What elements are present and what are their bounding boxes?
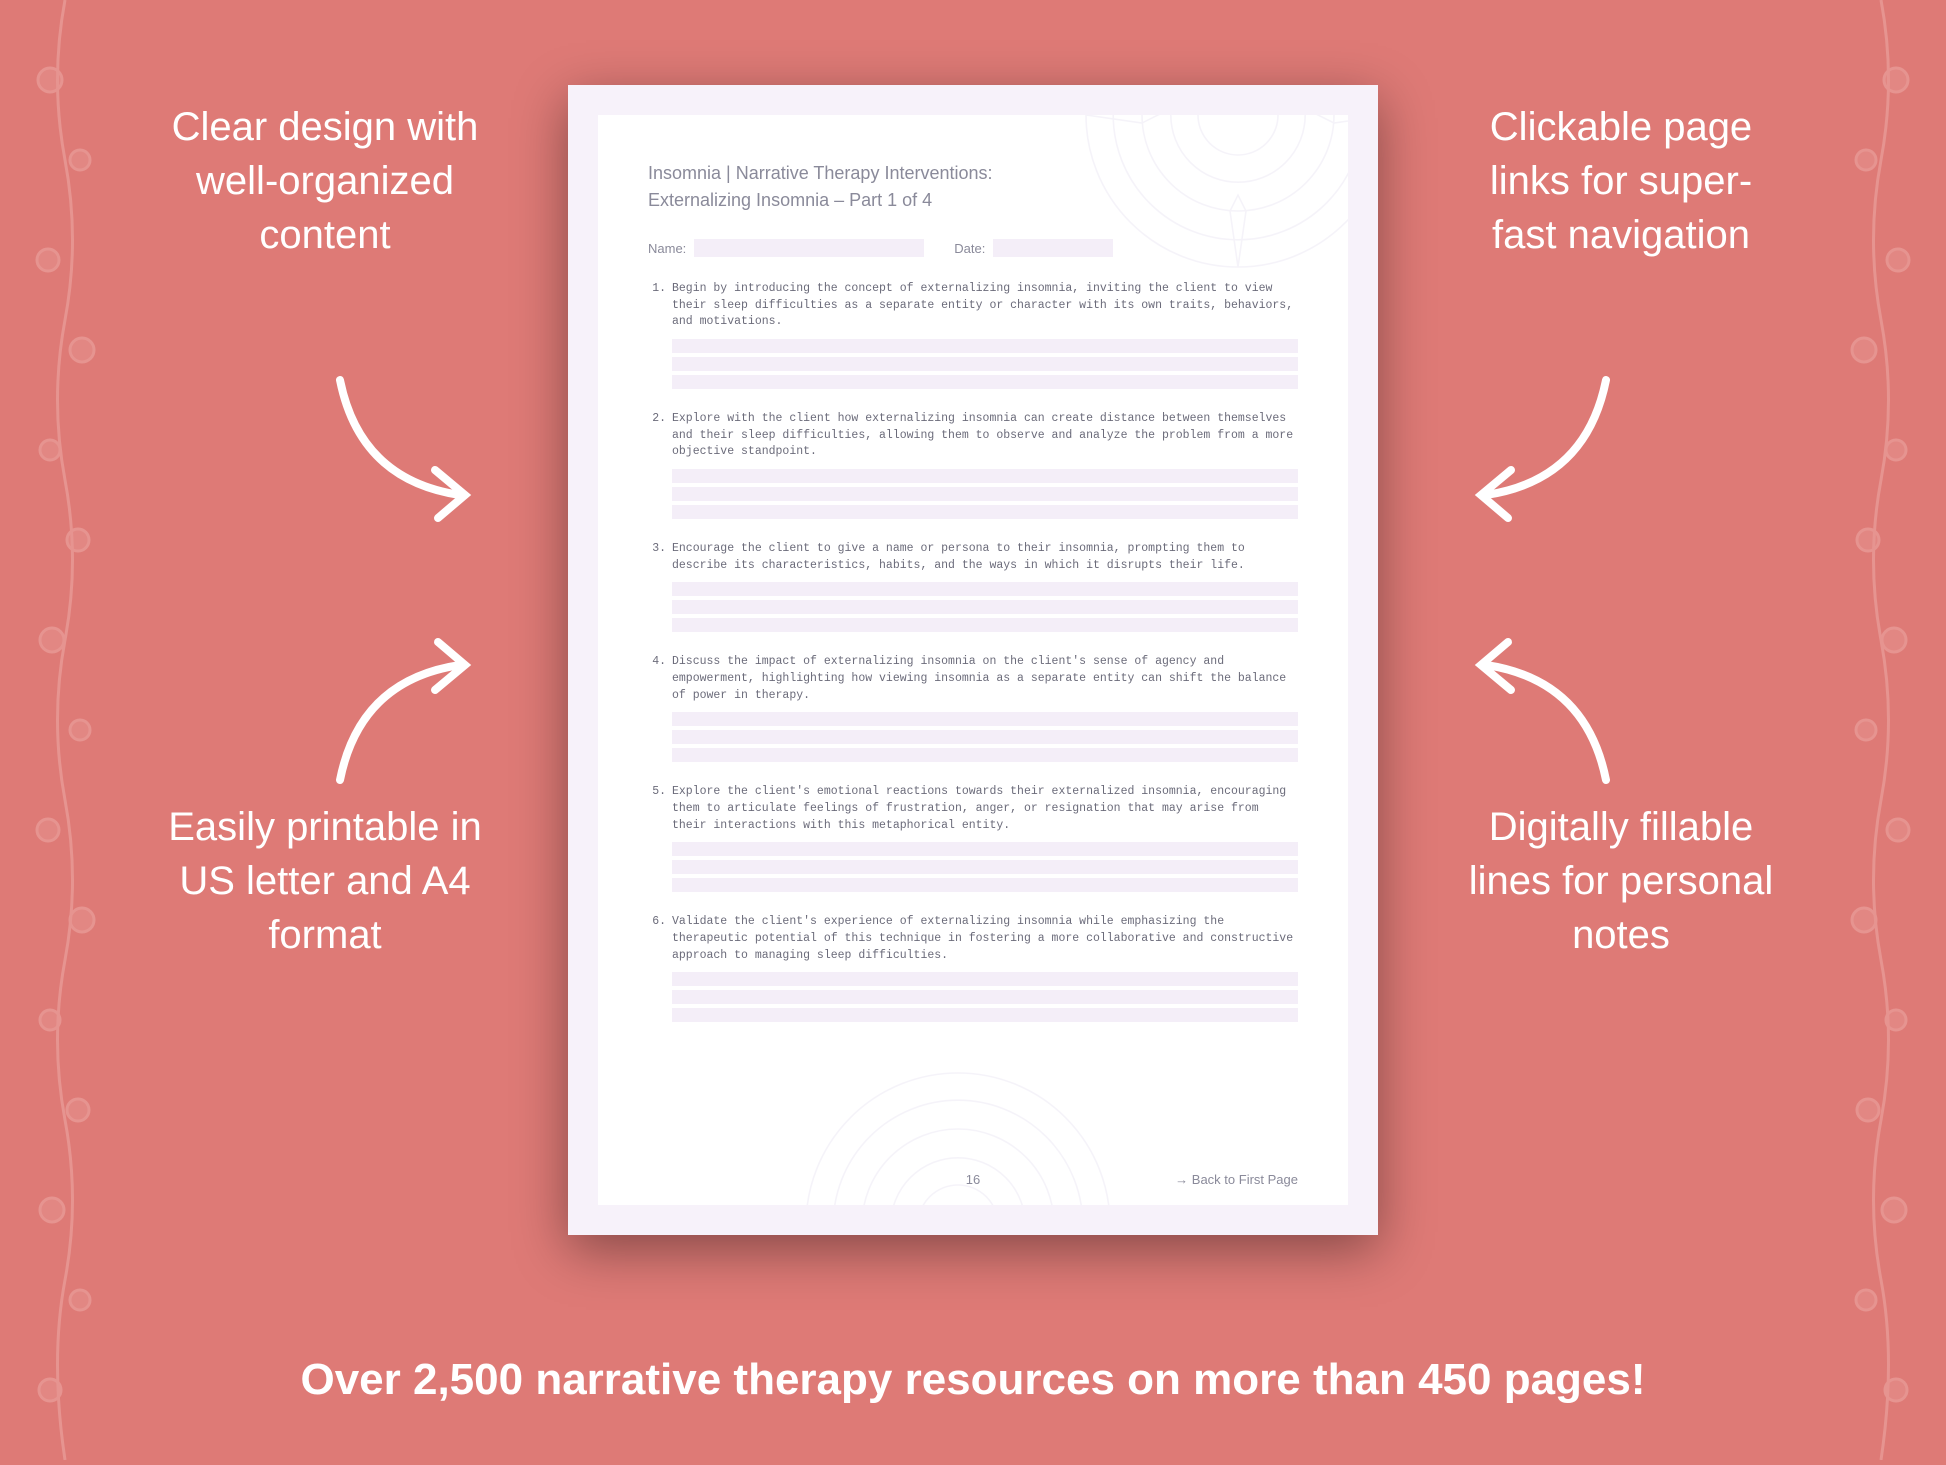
fillable-lines[interactable] <box>672 469 1298 519</box>
callout-bottom-right: Digitally fillable lines for personal no… <box>1461 800 1781 962</box>
callout-bottom-left: Easily printable in US letter and A4 for… <box>165 800 485 962</box>
worksheet-item: 1.Begin by introducing the concept of ex… <box>648 281 1298 389</box>
item-number: 5. <box>648 784 666 834</box>
item-text: Validate the client's experience of exte… <box>672 914 1298 964</box>
page-number: 16 <box>966 1172 980 1187</box>
document-page: Insomnia | Narrative Therapy Interventio… <box>568 85 1378 1235</box>
worksheet-item: 5.Explore the client's emotional reactio… <box>648 784 1298 892</box>
fillable-lines[interactable] <box>672 582 1298 632</box>
worksheet-item: 3.Encourage the client to give a name or… <box>648 541 1298 632</box>
arrow-bottom-left <box>320 640 480 800</box>
doc-footer: 16 → Back to First Page <box>648 1172 1298 1187</box>
item-number: 3. <box>648 541 666 574</box>
fillable-lines[interactable] <box>672 842 1298 892</box>
item-text: Discuss the impact of externalizing inso… <box>672 654 1298 704</box>
arrow-top-left <box>320 360 480 520</box>
arrow-bottom-right <box>1466 640 1626 800</box>
callout-top-right: Clickable page links for super-fast navi… <box>1461 100 1781 262</box>
floral-border-right <box>1836 0 1926 1460</box>
bottom-banner: Over 2,500 narrative therapy resources o… <box>0 1355 1946 1405</box>
arrow-top-right <box>1466 360 1626 520</box>
item-text: Explore the client's emotional reactions… <box>672 784 1298 834</box>
item-text: Begin by introducing the concept of exte… <box>672 281 1298 331</box>
item-number: 1. <box>648 281 666 331</box>
item-text: Encourage the client to give a name or p… <box>672 541 1298 574</box>
date-label: Date: <box>954 241 985 256</box>
back-to-first-page-link[interactable]: → Back to First Page <box>1175 1172 1298 1187</box>
item-number: 6. <box>648 914 666 964</box>
item-text: Explore with the client how externalizin… <box>672 411 1298 461</box>
fillable-lines[interactable] <box>672 712 1298 762</box>
callout-top-left: Clear design with well-organized content <box>165 100 485 262</box>
floral-border-left <box>20 0 110 1460</box>
name-input[interactable] <box>694 239 924 257</box>
item-number: 2. <box>648 411 666 461</box>
fillable-lines[interactable] <box>672 339 1298 389</box>
mandala-decor-top <box>1078 115 1348 275</box>
item-number: 4. <box>648 654 666 704</box>
document-inner: Insomnia | Narrative Therapy Interventio… <box>598 115 1348 1205</box>
fillable-lines[interactable] <box>672 972 1298 1022</box>
worksheet-item: 6.Validate the client's experience of ex… <box>648 914 1298 1022</box>
items-list: 1.Begin by introducing the concept of ex… <box>648 281 1298 1022</box>
worksheet-item: 2.Explore with the client how externaliz… <box>648 411 1298 519</box>
worksheet-item: 4.Discuss the impact of externalizing in… <box>648 654 1298 762</box>
name-label: Name: <box>648 241 686 256</box>
